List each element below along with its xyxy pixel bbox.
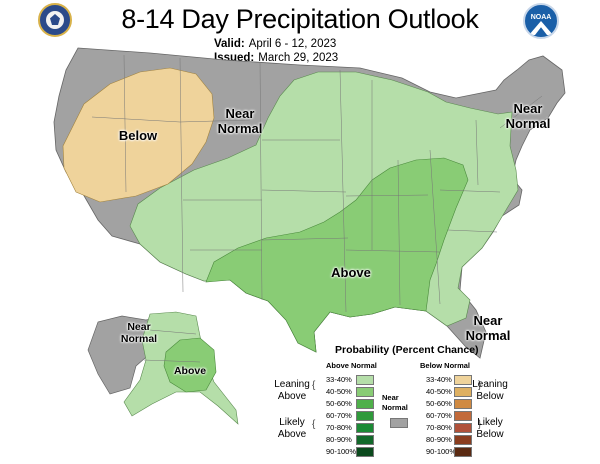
legend-below-range-label: 70-80% <box>426 423 452 432</box>
legend-below-range-label: 80-90% <box>426 435 452 444</box>
legend-below-range-label: 60-70% <box>426 411 452 420</box>
legend-below-swatch <box>454 399 472 409</box>
legend-above-swatch <box>356 375 374 385</box>
legend-title: Probability (Percent Chance) <box>335 344 479 356</box>
below-normal-33-40-region <box>62 67 215 203</box>
legend-above-header: Above Normal <box>326 361 377 370</box>
brace-likely-below: } <box>478 419 482 430</box>
legend-below-range-label: 40-50% <box>426 387 452 396</box>
label-near-normal-alaska: Near Normal <box>120 321 158 345</box>
brace-leaning-above: { <box>312 380 316 391</box>
legend-likely-above: Likely Above <box>277 417 307 440</box>
brace-leaning-below: } <box>478 380 482 391</box>
legend-above-swatch <box>356 387 374 397</box>
alaska-above-normal-40-50-region <box>163 337 217 393</box>
legend-above-range-label: 70-80% <box>326 423 352 432</box>
legend-above-range-label: 40-50% <box>326 387 352 396</box>
label-near-normal-southeast: Near Normal <box>465 313 511 343</box>
label-above-alaska: Above <box>173 365 207 377</box>
label-above: Above <box>331 265 371 280</box>
legend-near-normal-label: Near Normal <box>382 393 408 412</box>
legend-likely-below: Likely Below <box>476 417 504 440</box>
legend-below-swatch <box>454 447 472 457</box>
legend-above-range-label: 50-60% <box>326 399 352 408</box>
legend-above-swatch <box>356 423 374 433</box>
legend-below-range-label: 33-40% <box>426 375 452 384</box>
seal-logo-icon <box>38 3 72 37</box>
noaa-logo-text: NOAA <box>530 14 552 21</box>
legend-below-swatch <box>454 423 472 433</box>
label-near-normal-west: Near Normal <box>217 106 263 136</box>
noaa-logo-icon: NOAA <box>523 3 559 39</box>
legend-below-swatch <box>454 375 472 385</box>
legend-below-swatch <box>454 435 472 445</box>
legend-leaning-below: Leaning Below <box>472 379 508 402</box>
legend-below-range-label: 50-60% <box>426 399 452 408</box>
forecast-dates: Valid: April 6 - 12, 2023 Issued: March 29… <box>214 37 338 65</box>
map-title: 8-14 Day Precipitation Outlook <box>121 4 479 34</box>
legend-below-swatch <box>454 387 472 397</box>
legend-above-range-label: 33-40% <box>326 375 352 384</box>
legend-leaning-above: Leaning Above <box>274 379 310 402</box>
legend-above-range-label: 80-90% <box>326 435 352 444</box>
legend-above-swatch <box>356 399 374 409</box>
legend-below-swatch <box>454 411 472 421</box>
label-below: Below <box>118 128 158 143</box>
above-normal-40-50-region <box>205 157 469 353</box>
legend-above-swatch <box>356 447 374 457</box>
legend-below-range-label: 90-100% <box>426 447 457 456</box>
legend-near-normal-swatch <box>390 418 408 428</box>
legend-above-swatch <box>356 411 374 421</box>
valid-label: Valid: <box>214 38 245 50</box>
legend-above-range-label: 60-70% <box>326 411 352 420</box>
legend-below-header: Below Normal <box>420 361 471 370</box>
legend-above-range-label: 90-100% <box>326 447 357 456</box>
issued-value: March 29, 2023 <box>258 52 339 64</box>
valid-value: April 6 - 12, 2023 <box>248 38 337 50</box>
brace-likely-above: { <box>312 419 316 430</box>
label-near-normal-northeast: Near Normal <box>505 101 551 131</box>
legend: Probability (Percent Chance) Above Norma… <box>270 344 508 462</box>
legend-above-swatch <box>356 435 374 445</box>
